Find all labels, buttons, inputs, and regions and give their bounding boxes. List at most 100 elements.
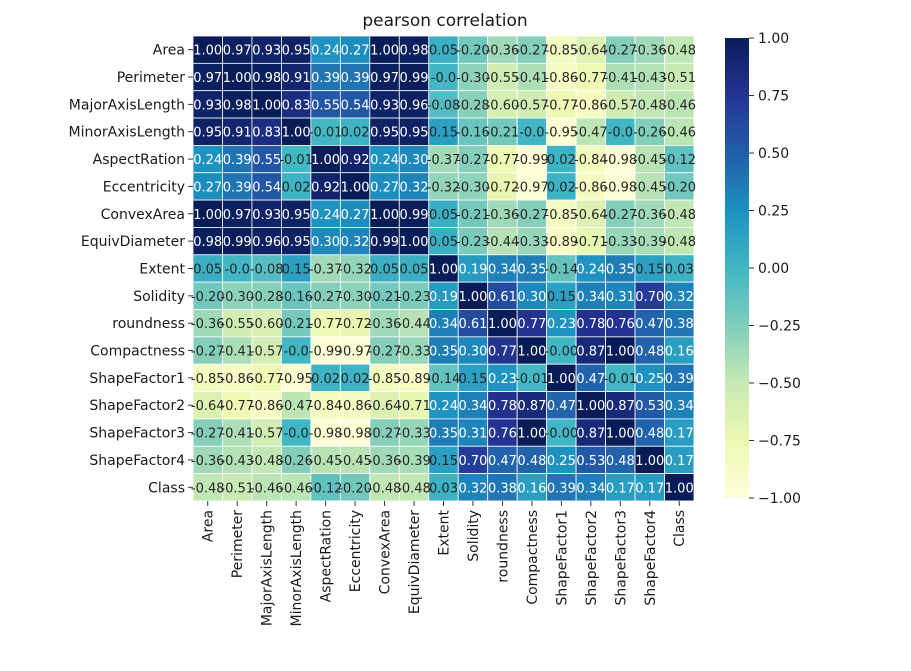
cell-value-label: -0.46 [279,481,313,496]
cell-value-label: 0.30 [517,290,546,305]
cell-value-label: 0.02 [547,180,576,195]
cell-value-label: 1.00 [576,399,605,414]
heatmap-cell [634,144,665,174]
cell-value-label: 0.77 [488,345,517,360]
y-tick-label: Class [148,480,185,496]
heatmap-cell [605,227,636,256]
heatmap-cell [487,90,518,119]
cell-value-label: -0.77 [545,98,579,113]
cell-value-label: 0.05 [370,262,399,277]
cell-value-label: 0.38 [665,317,694,332]
x-tick-label: ConvexArea [378,510,394,594]
x-tick-label: AspectRation [319,510,335,602]
cell-value-label: 0.19 [458,262,487,277]
heatmap-cell [281,336,312,365]
cell-value-label: 0.93 [193,98,222,113]
cell-value-label: -0.41 [603,71,637,86]
cell-value-label: -0.12 [309,481,343,496]
heatmap-cell [664,227,695,256]
cell-value-label: -0.27 [368,427,402,442]
heatmap-cell [487,445,518,475]
cell-value-label: -0.99 [515,153,549,168]
cell-value-label: 0.30 [400,153,429,168]
heatmap-cell [339,199,371,228]
cell-value-label: 0.27 [193,180,222,195]
heatmap-cell [310,199,341,228]
heatmap-cell [605,281,636,310]
heatmap-cell [192,199,223,228]
cell-value-label: -0.26 [633,126,667,141]
cell-value-label: -0.28 [456,98,490,113]
heatmap-cell [664,418,695,447]
cell-value-label: 0.15 [282,262,311,277]
heatmap-cell [546,117,577,146]
cell-value-label: 0.95 [282,44,311,59]
heatmap-cell [664,117,695,146]
cell-value-label: -0.37 [309,262,343,277]
cell-value-label: -0.98 [309,427,343,442]
cell-value-label: -0.21 [486,126,520,141]
cell-value-label: -0.64 [574,44,608,59]
cell-value-label: -0.00 [545,427,579,442]
heatmap-cell [575,62,606,92]
cell-value-label: 1.00 [193,208,222,223]
cell-value-label: -0.89 [545,235,579,250]
heatmap-cell [281,62,312,92]
cell-value-label: -0.30 [338,290,372,305]
heatmap-cell [457,35,489,64]
cell-value-label: -0.23 [397,290,431,305]
cell-value-label: 1.00 [341,180,370,195]
heatmap-cell [428,227,459,256]
x-tick-label: Eccentricity [348,510,364,592]
cell-value-label: 0.32 [400,180,429,195]
colorbar-gradient [725,38,749,498]
cell-value-label: -0.77 [486,153,520,168]
cell-value-label: 1.00 [370,208,399,223]
cell-value-label: 1.00 [193,44,222,59]
cell-value-label: -0.48 [191,481,225,496]
heatmap-cell [457,172,489,201]
heatmap-cell [428,281,459,310]
cell-value-label: -0.28 [250,290,284,305]
cell-value-label: 1.00 [458,290,487,305]
y-tick-label: ShapeFactor4 [89,453,185,469]
cell-value-label: 1.00 [517,427,546,442]
cell-value-label: 0.23 [547,317,576,332]
heatmap-cell [251,117,282,146]
cell-value-label: 0.53 [576,454,605,469]
cell-value-label: -0.12 [662,153,696,168]
cell-value-label: -0.20 [456,44,490,59]
cell-value-label: 0.16 [517,481,546,496]
heatmap-cell [398,336,430,365]
cell-value-label: 0.34 [488,262,517,277]
heatmap-cell [664,445,695,475]
cell-value-label: 0.34 [665,399,694,414]
cell-value-label: 0.34 [458,399,487,414]
heatmap-cell [251,254,282,283]
heatmap-cell [575,144,606,174]
y-tick-label: Extent [139,261,185,277]
heatmap-cell [605,90,636,119]
heatmap-cell [339,62,371,92]
cell-value-label: 0.27 [370,180,399,195]
heatmap-cell [398,227,430,256]
cell-value-label: 0.54 [252,180,281,195]
heatmap-cell [251,62,282,92]
cell-value-label: -0.36 [191,454,225,469]
heatmap-cell [339,363,371,392]
cell-value-label: 0.95 [193,126,222,141]
cell-value-label: 1.00 [606,427,635,442]
cell-value-label: 0.15 [547,290,576,305]
cell-value-label: -0.27 [603,208,637,223]
heatmap-cell [222,227,253,256]
cell-value-label: -0.57 [515,98,549,113]
heatmap-cell [605,336,636,365]
cell-value-label: -0.14 [545,262,579,277]
cell-value-label: -0.26 [279,454,313,469]
cell-value-label: -0.30 [456,71,490,86]
cell-value-label: -0.27 [191,345,225,360]
cell-value-label: 0.35 [606,262,635,277]
heatmap-cell [398,309,430,338]
cell-value-label: 0.39 [547,481,576,496]
heatmap-cell [251,172,282,201]
